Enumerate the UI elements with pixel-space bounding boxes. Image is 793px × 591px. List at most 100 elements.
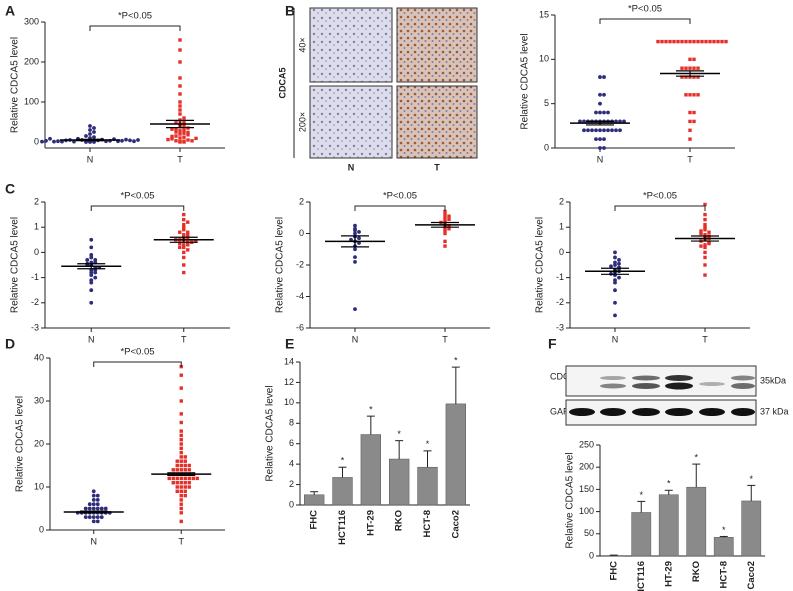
data-point bbox=[182, 245, 186, 250]
significance: * bbox=[722, 525, 726, 535]
y-tick-label: 10 bbox=[539, 54, 549, 64]
data-point bbox=[598, 128, 602, 133]
data-point bbox=[688, 119, 692, 124]
data-point bbox=[186, 133, 190, 137]
data-point bbox=[443, 231, 447, 236]
bar bbox=[445, 403, 466, 506]
data-point bbox=[52, 139, 56, 144]
data-point bbox=[174, 139, 178, 143]
data-point bbox=[179, 519, 183, 524]
y-tick-label: 6 bbox=[289, 438, 294, 448]
data-point bbox=[353, 259, 357, 264]
data-point bbox=[83, 506, 88, 511]
data-point bbox=[179, 450, 183, 455]
data-point bbox=[182, 120, 186, 124]
data-point bbox=[175, 489, 179, 493]
significance: * bbox=[667, 479, 671, 489]
data-point bbox=[443, 209, 447, 214]
data-point bbox=[170, 137, 174, 141]
bracket bbox=[354, 205, 446, 211]
data-point bbox=[187, 463, 191, 468]
data-point bbox=[136, 138, 140, 142]
data-point bbox=[613, 263, 617, 267]
data-point bbox=[617, 275, 621, 280]
data-point bbox=[48, 136, 52, 141]
data-point bbox=[182, 250, 186, 255]
y-tick-label: -2 bbox=[31, 297, 39, 307]
data-point bbox=[582, 128, 586, 133]
col-label: T bbox=[434, 162, 440, 172]
data-point bbox=[174, 121, 178, 125]
y-tick-label: 0 bbox=[559, 247, 564, 257]
data-point bbox=[178, 38, 182, 42]
data-point bbox=[182, 263, 186, 267]
data-point bbox=[602, 137, 606, 142]
data-point bbox=[613, 288, 617, 293]
data-point bbox=[194, 136, 198, 141]
y-axis-label: Relative CDCA5 level bbox=[275, 217, 286, 313]
y-tick-label: 0 bbox=[299, 228, 304, 238]
data-point bbox=[95, 519, 100, 524]
data-point bbox=[688, 57, 692, 62]
y-tick-label: -1 bbox=[556, 272, 564, 282]
data-point bbox=[178, 60, 182, 64]
panel-label: B bbox=[285, 3, 295, 19]
data-point bbox=[594, 137, 598, 142]
bar bbox=[389, 458, 410, 506]
data-point bbox=[179, 420, 183, 425]
annotation: *P<0.05 bbox=[118, 11, 152, 22]
data-point bbox=[179, 429, 183, 433]
data-point bbox=[182, 225, 186, 229]
data-point bbox=[187, 476, 191, 481]
data-point bbox=[703, 225, 707, 229]
y-tick-label: 150 bbox=[579, 484, 594, 494]
data-point bbox=[703, 202, 707, 207]
x-tick-label: Caco2 bbox=[746, 561, 757, 590]
data-point bbox=[191, 476, 195, 481]
data-point bbox=[89, 300, 94, 305]
data-point bbox=[179, 511, 183, 515]
data-point bbox=[353, 255, 357, 260]
data-point bbox=[617, 258, 621, 262]
data-point bbox=[598, 92, 602, 97]
y-tick-label: 2 bbox=[299, 196, 304, 206]
data-point bbox=[187, 481, 191, 485]
data-point bbox=[87, 506, 92, 511]
ihc-images: B CDCA5 40× 200× N T bbox=[277, 3, 478, 172]
x-tick-label: FHC bbox=[608, 561, 619, 581]
data-point bbox=[175, 459, 179, 463]
data-point bbox=[606, 110, 610, 115]
x-tick-label: T bbox=[702, 334, 708, 344]
y-tick-label: 100 bbox=[24, 96, 39, 106]
data-point bbox=[688, 75, 692, 79]
data-point bbox=[179, 412, 183, 416]
significance: * bbox=[397, 429, 401, 439]
x-tick-label: T bbox=[687, 154, 693, 164]
data-point bbox=[91, 515, 96, 519]
panel-label: C bbox=[5, 181, 15, 197]
data-point bbox=[99, 506, 104, 511]
data-point bbox=[92, 130, 96, 134]
data-point bbox=[183, 463, 187, 468]
y-tick-label: 1 bbox=[34, 222, 39, 232]
data-point bbox=[171, 468, 175, 472]
data-point bbox=[602, 75, 606, 79]
y-tick-label: -1 bbox=[31, 272, 39, 282]
data-point bbox=[707, 241, 711, 246]
y-tick-label: 10 bbox=[284, 397, 294, 407]
data-point bbox=[613, 255, 617, 260]
y-tick-label: -3 bbox=[556, 322, 564, 332]
x-tick-label: T bbox=[177, 154, 183, 164]
x-tick-label: HCT116 bbox=[636, 561, 647, 591]
y-tick-label: 10 bbox=[34, 481, 44, 491]
data-point bbox=[598, 101, 602, 106]
data-point bbox=[89, 245, 94, 250]
data-point bbox=[703, 263, 707, 267]
data-point bbox=[178, 241, 182, 246]
data-point bbox=[44, 138, 48, 143]
ihc-image bbox=[396, 85, 478, 159]
y-axis-label: Relative CDCA5 level bbox=[565, 452, 576, 548]
data-point bbox=[353, 307, 357, 311]
x-tick-label: HT-29 bbox=[365, 510, 376, 536]
data-point bbox=[88, 128, 92, 132]
